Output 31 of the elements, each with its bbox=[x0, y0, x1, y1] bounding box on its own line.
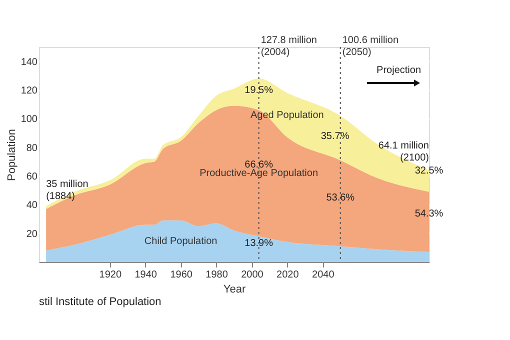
x-tick-label: 1980 bbox=[206, 270, 228, 280]
x-tick-label: 2000 bbox=[241, 270, 264, 280]
x-tick-label: 1920 bbox=[99, 270, 122, 280]
annotation: 19.5% bbox=[244, 85, 274, 96]
annotation: 54.3% bbox=[414, 208, 444, 220]
series-label: Child Population bbox=[144, 236, 218, 248]
annotation: 35 million (1884) bbox=[46, 178, 88, 202]
x-axis-title: Year bbox=[223, 284, 246, 296]
ref-line-label: 127.8 million (2004) bbox=[260, 35, 317, 58]
annotation: 64.1 million (2100) bbox=[378, 140, 429, 164]
y-tick-label: 100 bbox=[20, 114, 38, 126]
y-tick-label: 60 bbox=[26, 172, 38, 182]
annotation: 53.6% bbox=[326, 192, 355, 204]
y-tick-label: 80 bbox=[26, 142, 38, 154]
text: stil Institute of Population bbox=[39, 296, 162, 308]
annotation: 13.9% bbox=[244, 238, 274, 249]
y-tick-label: 120 bbox=[20, 86, 38, 96]
series-label: Aged Population bbox=[250, 110, 324, 122]
y-tick-label: 20 bbox=[26, 228, 38, 240]
y-axis-title: Population bbox=[6, 129, 18, 181]
x-tick-label: 1940 bbox=[134, 270, 158, 280]
x-tick-label: 1960 bbox=[170, 270, 193, 280]
ref-line-label: 100.6 million (2050) bbox=[342, 35, 399, 58]
annotation: 32.5% bbox=[414, 165, 444, 176]
x-tick-label: 2020 bbox=[276, 270, 300, 280]
series-label: Productive-Age Population bbox=[200, 168, 318, 180]
y-tick-label: 140 bbox=[20, 56, 38, 68]
x-tick-label: 2040 bbox=[312, 270, 335, 280]
y-tick-label: 40 bbox=[26, 200, 38, 212]
annotation: Projection bbox=[376, 65, 421, 76]
annotation: 35.7% bbox=[320, 131, 350, 142]
